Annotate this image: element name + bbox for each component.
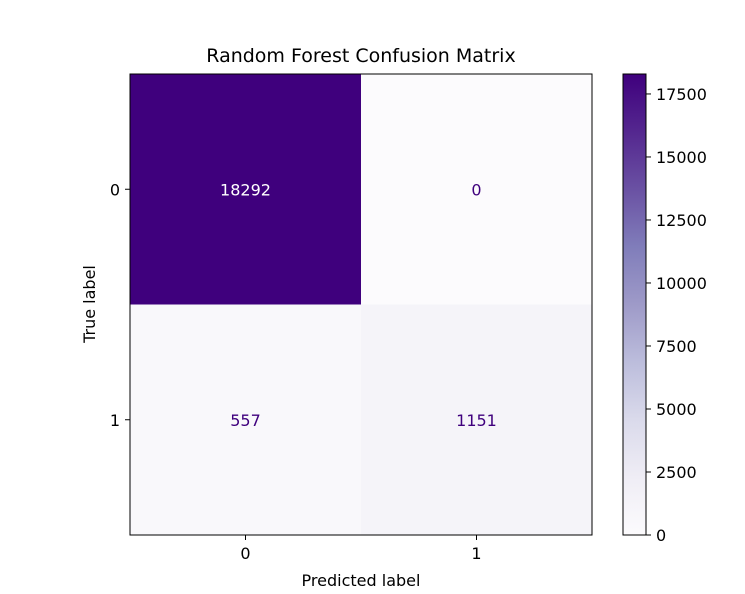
colorbar-tick-label: 0 xyxy=(656,526,666,545)
matrix-cell-value: 1151 xyxy=(456,411,497,430)
matrix-cell-r0-c0 xyxy=(130,74,362,305)
y-axis-ticks: 01 xyxy=(110,180,130,430)
colorbar-tick-label: 12500 xyxy=(656,211,707,230)
matrix-cell-values: 18292 0 557 1151 xyxy=(220,180,497,430)
matrix-cell-r1-c0 xyxy=(130,304,362,536)
matrix-cell-r0-c1 xyxy=(361,74,593,305)
x-tick-label: 0 xyxy=(240,544,250,563)
y-tick-label: 0 xyxy=(110,180,120,199)
colorbar-ticks: 0 2500 5000 7500 10000 12500 15000 17500 xyxy=(646,85,707,545)
colorbar-tick-label: 15000 xyxy=(656,148,707,167)
colorbar-tick-label: 7500 xyxy=(656,337,697,356)
matrix-cells xyxy=(130,74,593,536)
colorbar-tick-label: 10000 xyxy=(656,274,707,293)
matrix-cell-r1-c1 xyxy=(361,304,593,536)
matrix-cell-value: 557 xyxy=(230,411,261,430)
matrix-cell-value: 18292 xyxy=(220,180,271,199)
colorbar xyxy=(622,73,647,536)
y-axis-label: True label xyxy=(80,265,99,344)
colorbar-tick-label: 2500 xyxy=(656,463,697,482)
x-axis-label: Predicted label xyxy=(302,571,421,590)
plot-frame xyxy=(129,73,593,536)
chart-title: Random Forest Confusion Matrix xyxy=(206,45,515,67)
matrix-cell-value: 0 xyxy=(471,180,481,199)
colorbar-tick-label: 5000 xyxy=(656,400,697,419)
colorbar-tick-label: 17500 xyxy=(656,85,707,104)
x-tick-label: 1 xyxy=(471,544,481,563)
y-tick-label: 1 xyxy=(110,411,120,430)
